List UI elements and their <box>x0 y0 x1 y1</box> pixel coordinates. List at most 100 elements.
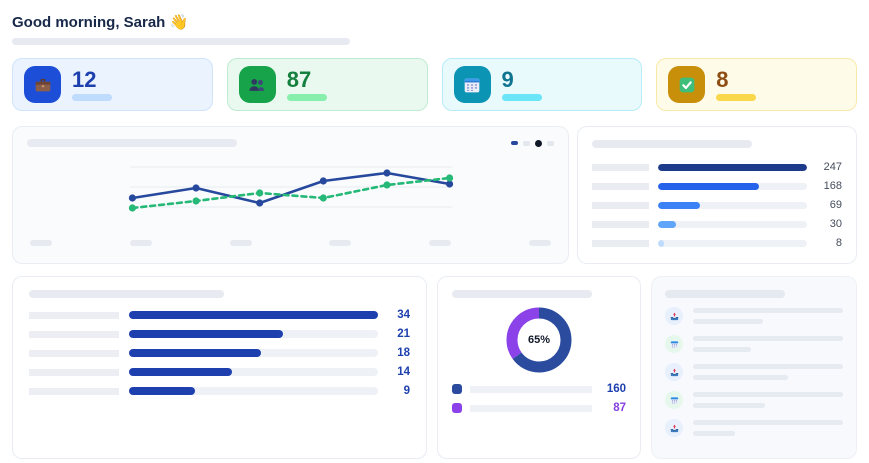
page-header: Good morning, Sarah 👋 <box>0 0 869 45</box>
stat-value: 12 <box>72 66 97 92</box>
x-tick-skeleton <box>129 240 152 246</box>
legend-swatch <box>452 403 462 413</box>
bar-rows: 247 168 69 30 8 <box>592 162 842 249</box>
subtitle-skeleton <box>12 38 350 45</box>
greeting-title: Good morning, Sarah 👋 <box>12 14 189 31</box>
card-title-skeleton <box>452 290 592 298</box>
x-tick-skeleton <box>229 240 252 246</box>
list-item-text-skeleton <box>693 307 843 324</box>
stat-card-projects[interactable]: 12 <box>12 58 213 111</box>
legend-swatch <box>452 384 462 394</box>
bar-row: 21 <box>29 328 410 340</box>
list-item-text-skeleton <box>693 335 843 352</box>
people-icon <box>238 66 276 103</box>
legend-marker <box>511 141 518 145</box>
donut-card: 65% 160 87 <box>437 276 641 459</box>
legend-label-skeleton <box>470 404 592 412</box>
x-axis-tick-skeletons <box>27 240 554 246</box>
bar-track <box>658 164 807 171</box>
stat-card-body: 9 <box>501 68 542 101</box>
list-item-line2-skeleton <box>693 319 763 324</box>
bar-label-skeleton <box>592 202 649 209</box>
stat-card-body: 87 <box>286 66 327 101</box>
series-blue-point <box>319 177 327 185</box>
series-green-point <box>446 174 454 182</box>
donut-ring <box>506 307 572 373</box>
donut-chart: 65% <box>505 306 573 374</box>
list-item[interactable] <box>665 363 843 381</box>
list-item[interactable] <box>665 419 843 437</box>
list-item-line1-skeleton <box>693 308 843 313</box>
trend-chart-card <box>12 126 569 264</box>
bar-row: 34 <box>29 309 410 321</box>
series-blue-point <box>446 180 454 188</box>
bar-label-skeleton <box>592 221 649 228</box>
bar-label-skeleton <box>592 240 649 247</box>
calendar-icon <box>453 66 491 103</box>
list-item-line1-skeleton <box>693 420 843 425</box>
stat-card-calendar[interactable]: 9 <box>441 58 643 111</box>
charts-row: 247 168 69 30 8 <box>12 126 857 264</box>
list-item-line1-skeleton <box>693 336 843 341</box>
bar-value: 30 <box>829 218 842 230</box>
series-blue-point <box>128 194 136 202</box>
bar-track <box>658 183 807 190</box>
bar-rows: 34 21 18 14 9 <box>29 309 410 397</box>
bar-fill <box>658 164 807 171</box>
bar-value: 14 <box>397 366 410 378</box>
list-item[interactable] <box>665 335 843 353</box>
stat-label-skeleton <box>72 93 112 101</box>
bar-fill <box>658 221 677 228</box>
top-bars-card: 247 168 69 30 8 <box>577 126 857 264</box>
stat-card-people[interactable]: 87 <box>226 58 428 111</box>
bar-value: 18 <box>397 347 410 359</box>
series-green-point <box>128 204 136 212</box>
legend-item-1 <box>535 139 554 147</box>
bar-row: 9 <box>29 385 410 397</box>
x-tick-skeleton <box>30 240 52 246</box>
list-item-line2-skeleton <box>693 375 788 380</box>
legend-marker <box>535 139 542 147</box>
calendar-icon <box>665 335 683 353</box>
inbox-tray-icon <box>665 363 683 381</box>
bar-fill <box>129 387 195 395</box>
bar-row: 8 <box>592 237 842 249</box>
bottom-row: 34 21 18 14 9 65% 160 87 <box>12 276 857 459</box>
check-icon <box>668 66 706 103</box>
stat-label-skeleton <box>501 93 542 101</box>
legend-label-skeleton <box>470 385 592 393</box>
donut-legend: 160 87 <box>452 383 626 414</box>
bar-track <box>129 349 378 357</box>
legend-label-skeleton <box>523 140 530 146</box>
list-item-text-skeleton <box>693 391 843 408</box>
list-item-line2-skeleton <box>693 431 735 436</box>
bar-fill <box>658 240 664 247</box>
list-item[interactable] <box>665 307 843 325</box>
list-item-text-skeleton <box>693 363 843 380</box>
bar-row: 30 <box>592 218 842 230</box>
bar-row: 69 <box>592 199 842 211</box>
chart-legend <box>511 139 554 147</box>
bar-fill <box>129 368 232 376</box>
x-tick-skeleton <box>329 240 352 246</box>
activity-list-card <box>651 276 857 459</box>
donut-legend-row: 87 <box>452 402 626 414</box>
bar-row: 14 <box>29 366 410 378</box>
series-green-line <box>131 176 451 210</box>
bar-label-skeleton <box>29 330 119 338</box>
bar-value: 69 <box>829 199 842 211</box>
series-green-point <box>256 189 264 197</box>
stat-card-tasks[interactable]: 8 <box>656 58 857 111</box>
stat-value: 8 <box>716 66 729 92</box>
bar-row: 247 <box>592 162 842 173</box>
bar-value: 34 <box>397 309 410 321</box>
bar-value: 8 <box>835 237 842 249</box>
stat-value: 87 <box>286 66 312 92</box>
legend-value: 87 <box>613 402 626 414</box>
list-item[interactable] <box>665 391 843 409</box>
bottom-bars-card: 34 21 18 14 9 <box>12 276 427 459</box>
stat-card-body: 12 <box>72 66 112 101</box>
bar-row: 18 <box>29 347 410 359</box>
series-blue-point <box>256 199 264 207</box>
